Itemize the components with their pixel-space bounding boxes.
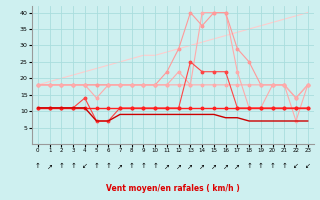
X-axis label: Vent moyen/en rafales ( km/h ): Vent moyen/en rafales ( km/h ) xyxy=(106,184,240,193)
